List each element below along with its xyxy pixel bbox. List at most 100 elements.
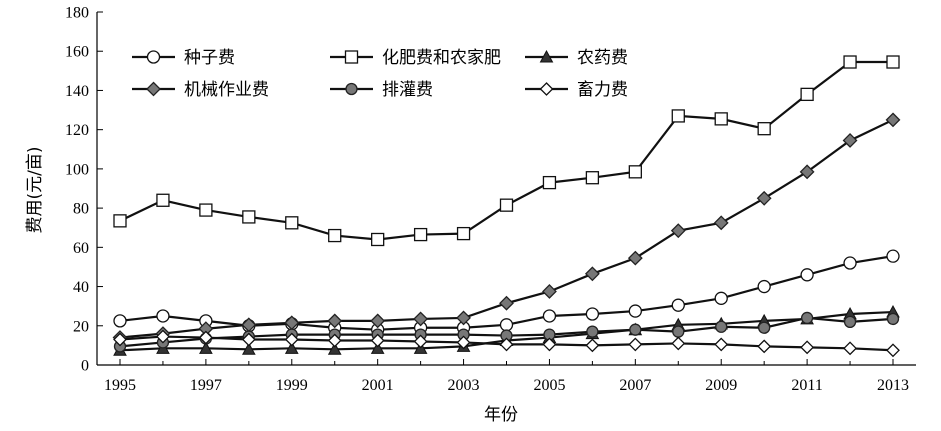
data-point: [499, 318, 514, 332]
data-point: [757, 122, 771, 136]
data-point: [328, 228, 342, 243]
y-tick-label: 100: [65, 161, 89, 178]
data-point: [842, 133, 858, 148]
data-point: [241, 332, 256, 347]
legend-item: 机械作业费: [132, 80, 269, 100]
data-point: [156, 309, 170, 323]
legend-item: 畜力费: [525, 80, 628, 100]
x-tick-label: 2003: [448, 377, 480, 394]
data-point: [371, 232, 385, 247]
data-point: [886, 343, 900, 358]
y-tick-label: 20: [73, 318, 89, 335]
data-point: [886, 312, 900, 326]
data-point: [113, 214, 127, 228]
y-tick-label: 60: [73, 240, 89, 257]
legend-label: 畜力费: [577, 80, 628, 100]
data-point: [800, 311, 814, 325]
legend-item: 化肥费和农家肥: [330, 48, 501, 68]
x-tick-label: 1999: [276, 377, 308, 394]
y-tick-label: 160: [65, 44, 89, 61]
data-point: [843, 256, 857, 270]
data-point: [542, 175, 557, 190]
legend-label: 排灌费: [382, 80, 433, 100]
series-3: [112, 112, 901, 345]
y-tick-label: 180: [65, 5, 89, 22]
data-point: [714, 291, 728, 305]
data-point: [713, 215, 729, 231]
data-point: [672, 325, 685, 338]
data-point: [370, 313, 386, 329]
x-axis-title: 年份: [484, 405, 518, 425]
data-point: [628, 165, 642, 179]
data-point: [113, 314, 127, 328]
legend-marker: [344, 50, 359, 64]
y-tick-label: 140: [65, 83, 89, 100]
data-point: [198, 330, 213, 345]
data-point: [456, 226, 471, 241]
legend-item: 种子费: [132, 48, 235, 68]
data-point: [285, 216, 299, 230]
data-point: [800, 340, 815, 355]
data-point: [886, 55, 900, 69]
data-point: [586, 325, 599, 338]
legend-item: 排灌费: [330, 80, 433, 100]
data-point: [671, 298, 685, 312]
series-layer: [112, 55, 901, 358]
data-point: [584, 266, 600, 282]
data-point: [800, 87, 814, 102]
data-point: [758, 321, 771, 334]
data-point: [413, 311, 429, 327]
x-tick-label: 1995: [104, 377, 136, 394]
data-point: [843, 315, 857, 329]
data-point: [585, 338, 600, 353]
data-point: [628, 337, 643, 352]
data-point: [843, 341, 857, 356]
data-point: [499, 198, 514, 212]
data-point: [413, 227, 428, 242]
data-point: [670, 223, 686, 239]
y-tick-label: 120: [65, 122, 89, 139]
data-point: [585, 307, 600, 321]
y-tick-label: 40: [73, 279, 89, 296]
data-point: [885, 112, 901, 128]
legend-marker: [345, 82, 358, 96]
data-point: [156, 329, 170, 344]
data-point: [886, 249, 900, 263]
x-tick-label: 2009: [705, 377, 737, 394]
data-point: [542, 309, 557, 323]
legend-marker: [539, 49, 554, 63]
data-point: [799, 164, 815, 180]
x-tick-label: 2005: [533, 377, 565, 394]
legend-marker: [539, 82, 554, 96]
data-point: [284, 341, 299, 354]
data-point: [628, 304, 642, 318]
series-5: [113, 329, 900, 358]
data-point: [113, 332, 127, 347]
legend-marker: [146, 50, 161, 64]
data-point: [671, 109, 685, 123]
data-point: [499, 295, 514, 311]
data-point: [327, 342, 342, 355]
data-point: [756, 190, 772, 206]
data-point: [671, 336, 686, 351]
data-point: [757, 279, 771, 294]
data-point: [714, 112, 728, 126]
data-point: [156, 193, 170, 207]
x-tick-label: 2001: [362, 377, 394, 394]
data-point: [327, 313, 343, 329]
data-point: [284, 332, 299, 347]
data-point: [327, 333, 342, 348]
legend-label: 化肥费和农家肥: [382, 48, 501, 68]
data-point: [456, 335, 471, 350]
legend-marker: [146, 81, 161, 97]
x-tick-label: 2013: [877, 377, 909, 394]
data-point: [542, 337, 557, 352]
data-point: [413, 334, 428, 349]
legend-label: 种子费: [184, 48, 235, 68]
data-point: [585, 171, 600, 185]
data-point: [370, 333, 385, 348]
legend-item: 农药费: [525, 48, 628, 68]
